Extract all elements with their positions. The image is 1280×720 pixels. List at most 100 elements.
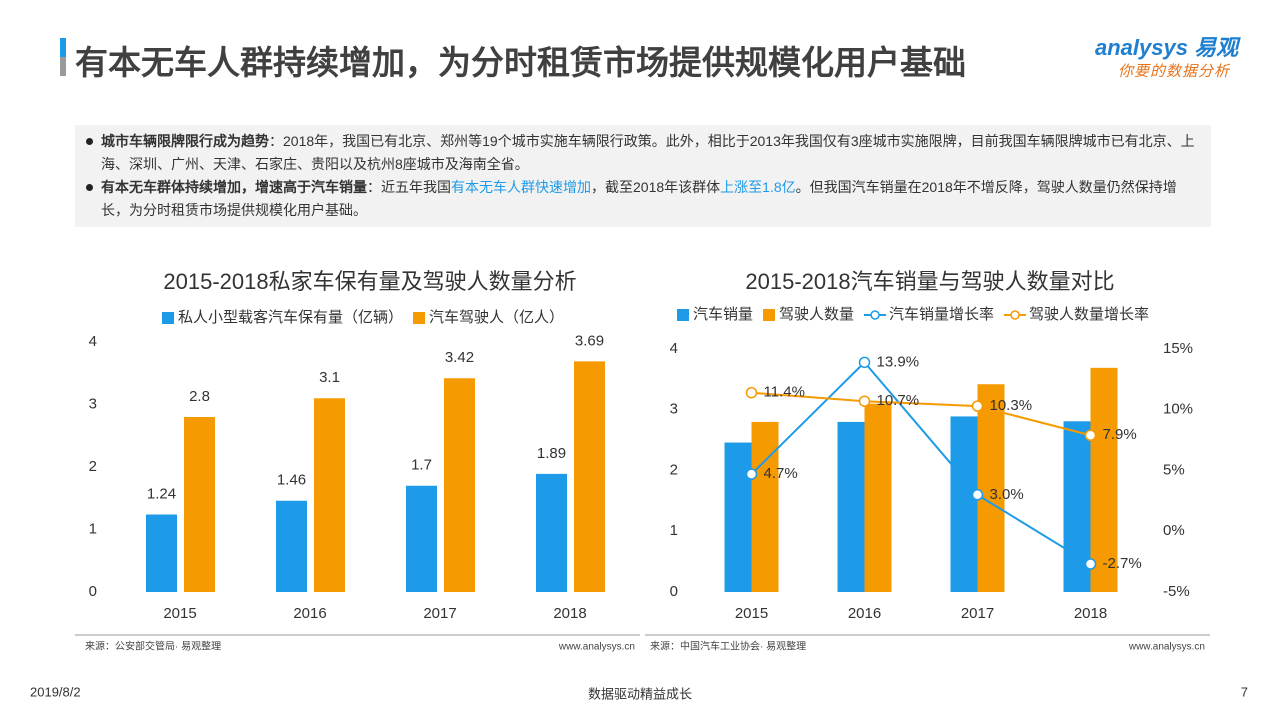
- source-site: www.analysys.cn: [558, 642, 635, 653]
- value-label: 1.89: [537, 445, 566, 462]
- source-note: 来源：公安部交管局· 易观整理: [85, 640, 221, 653]
- y2-tick-label: 10%: [1163, 401, 1193, 418]
- value-label: 1.46: [277, 472, 306, 489]
- x-tick-label: 2017: [423, 605, 456, 622]
- value-label: 13.9%: [877, 353, 920, 370]
- source-note: 来源：中国汽车工业协会· 易观整理: [650, 640, 806, 653]
- value-label: 1.7: [411, 457, 432, 474]
- bar: [977, 384, 1005, 592]
- line-marker: [858, 395, 871, 407]
- y2-tick-label: -5%: [1163, 583, 1190, 600]
- x-tick-label: 2017: [961, 605, 994, 622]
- logo-tagline: 你要的数据分析: [1118, 63, 1231, 80]
- bullet-highlight: 上涨至1.8亿: [720, 179, 796, 195]
- line-marker: [858, 356, 871, 369]
- x-tick-label: 2015: [163, 605, 196, 622]
- x-tick-label: 2016: [293, 605, 326, 622]
- y-tick-label: 0: [670, 583, 678, 600]
- y-tick-label: 2: [89, 458, 97, 475]
- line-marker: [1084, 558, 1097, 570]
- legend-label: 私人小型载客汽车保有量（亿辆）: [178, 309, 403, 326]
- value-label: 4.7%: [764, 465, 798, 482]
- title-accent: [60, 38, 66, 76]
- bullet: 有本无车群体持续增加，增速高于汽车销量：近五年我国有本无车人群快速增加，截至20…: [83, 176, 1203, 222]
- legend-swatch: [677, 309, 689, 321]
- source-site: www.analysys.cn: [1128, 642, 1205, 653]
- page-title: 有本无车人群持续增加，为分时租赁市场提供规模化用户基础: [75, 44, 966, 81]
- x-tick-label: 2016: [848, 605, 881, 622]
- value-label: 3.0%: [990, 486, 1024, 503]
- bar: [184, 417, 215, 592]
- bullet-box: 城市车辆限牌限行成为趋势：2018年，我国已有北京、郑州等19个城市实施车辆限行…: [75, 125, 1211, 227]
- value-label: 11.4%: [764, 384, 805, 401]
- line-marker: [1084, 429, 1097, 442]
- chart-title: 2015-2018汽车销量与驾驶人数量对比: [745, 269, 1114, 294]
- bar: [724, 442, 752, 592]
- y-tick-label: 4: [670, 340, 678, 357]
- logo: analysys 易观: [1095, 35, 1239, 60]
- x-tick-label: 2015: [735, 605, 768, 622]
- line-marker: [745, 386, 758, 399]
- bar: [751, 421, 779, 592]
- y-tick-label: 3: [89, 395, 97, 412]
- value-label: -2.7%: [1103, 555, 1142, 572]
- bar: [837, 421, 865, 592]
- legend-label: 驾驶人数量: [779, 306, 854, 323]
- bar: [406, 485, 437, 592]
- legend-label: 驾驶人数量增长率: [1029, 306, 1149, 323]
- x-tick-label: 2018: [1074, 605, 1107, 622]
- value-label: 3.1: [319, 369, 340, 386]
- legend-label: 汽车销量: [693, 306, 753, 323]
- value-label: 10.7%: [877, 392, 920, 409]
- bullet-heading: 有本无车群体持续增加，增速高于汽车销量: [101, 179, 367, 195]
- line-marker: [971, 489, 984, 501]
- bar: [536, 473, 567, 592]
- value-label: 7.9%: [1103, 426, 1137, 443]
- bullet-heading: 城市车辆限牌限行成为趋势: [101, 133, 269, 149]
- value-label: 1.24: [147, 485, 176, 502]
- value-label: 2.8: [189, 388, 210, 405]
- bullet-text: 。但我国汽车销量在2018年不增反降，驾驶人数量仍然保持增长，为分时租赁市场提供…: [101, 179, 1177, 218]
- y-tick-label: 3: [670, 401, 678, 418]
- bar: [314, 398, 345, 592]
- legend-swatch: [763, 309, 776, 321]
- legend-label: 汽车销量增长率: [889, 306, 994, 323]
- y-tick-label: 2: [670, 461, 678, 478]
- bar: [574, 361, 605, 592]
- legend-swatch: [162, 312, 174, 324]
- x-tick-label: 2018: [553, 605, 586, 622]
- y-tick-label: 1: [89, 520, 97, 537]
- line: [750, 360, 1092, 565]
- footer-date: 2019/8/2: [30, 684, 81, 699]
- bar: [864, 403, 892, 592]
- bar: [276, 500, 307, 592]
- y2-tick-label: 5%: [1163, 461, 1185, 478]
- bar: [444, 378, 475, 592]
- bullet-text: ，截至2018年该群体: [591, 179, 721, 195]
- line: [751, 391, 1091, 437]
- legend-swatch: [413, 312, 426, 324]
- line-marker: [745, 468, 758, 480]
- bar: [146, 514, 177, 592]
- chart-title: 2015-2018私家车保有量及驾驶人数量分析: [163, 269, 576, 294]
- y-tick-label: 4: [89, 333, 97, 350]
- value-label: 3.42: [445, 349, 474, 366]
- y-tick-label: 0: [89, 583, 97, 600]
- bar: [1090, 367, 1118, 592]
- bar: [950, 416, 978, 592]
- value-label: 3.69: [575, 332, 604, 349]
- line-marker: [971, 400, 984, 412]
- footer-slogan: 数据驱动精益成长: [588, 686, 692, 701]
- legend-swatch: [1010, 310, 1020, 320]
- y2-tick-label: 15%: [1163, 340, 1193, 357]
- value-label: 10.3%: [990, 397, 1033, 414]
- bullet-text: ：2018年，我国已有北京、郑州等19个城市实施车辆限行政策。此外，相比于201…: [101, 133, 1195, 172]
- legend-label: 汽车驾驶人（亿人）: [429, 309, 564, 326]
- y-tick-label: 1: [670, 522, 678, 539]
- legend-swatch: [870, 310, 880, 320]
- bullet-highlight: 有本无车人群快速增加: [451, 179, 591, 195]
- footer-page: 7: [1241, 684, 1248, 699]
- bullet-text: ：近五年我国: [367, 179, 451, 195]
